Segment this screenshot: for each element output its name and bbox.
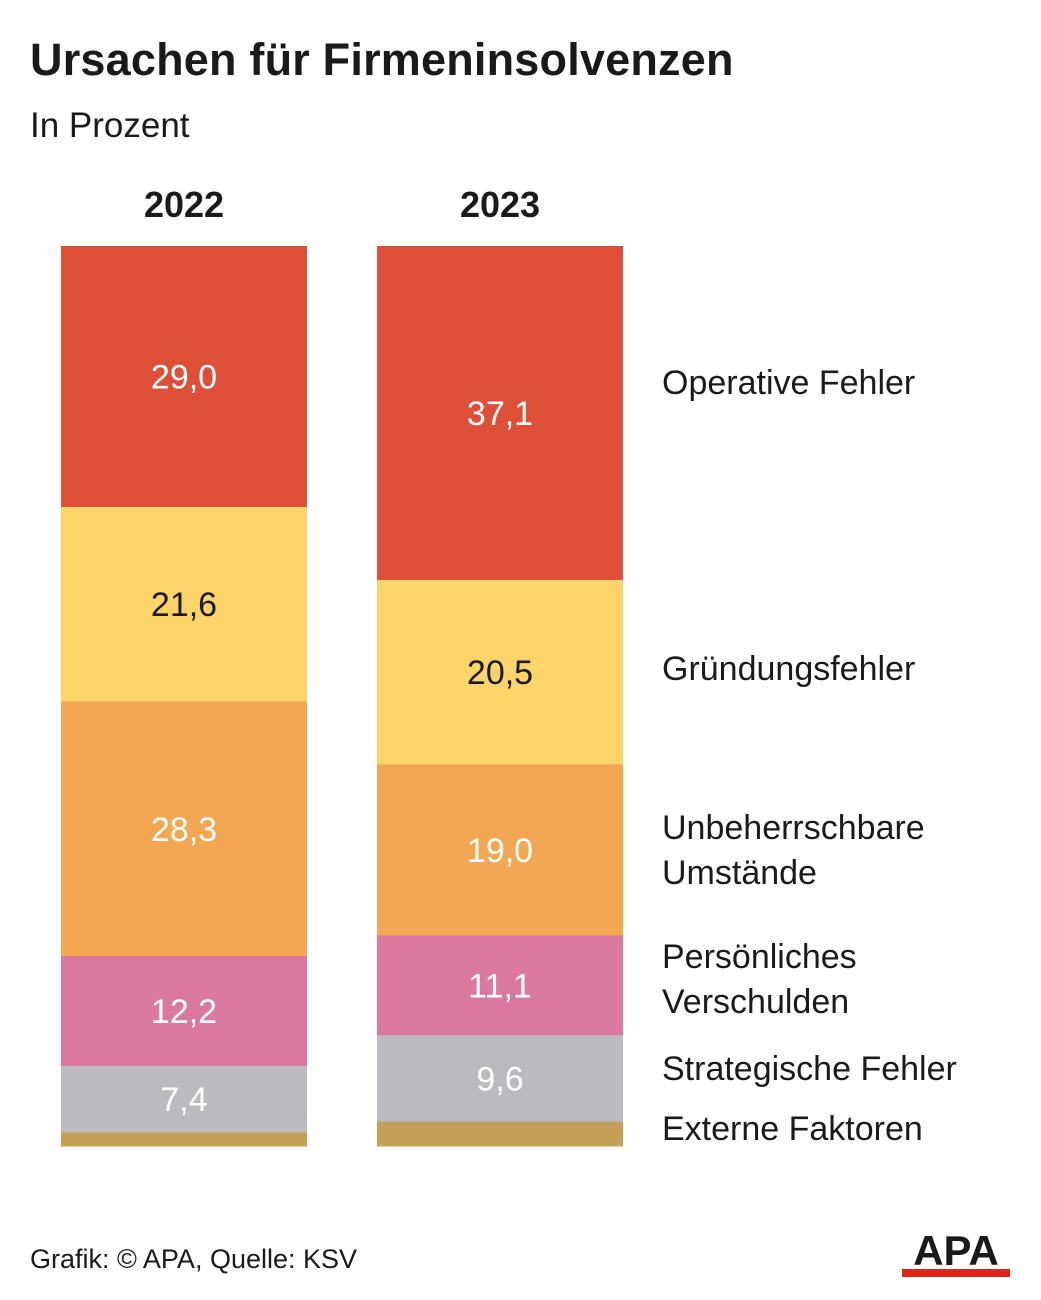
bar-segment-2022-externe-faktoren	[61, 1132, 307, 1147]
data-label-2023-operative-fehler: 37,1	[467, 395, 533, 433]
data-label-2022-gr-ndungsfehler: 21,6	[151, 586, 217, 624]
bar-segment-2023-operative-fehler	[377, 246, 623, 581]
bar-segment-2023-pers-nliches-verschulden	[377, 935, 623, 1036]
data-label-2023-gr-ndungsfehler: 20,5	[467, 654, 533, 692]
bar-segment-2023-strategische-fehler	[377, 1035, 623, 1123]
data-label-2022-operative-fehler: 29,0	[151, 359, 217, 397]
svg-text:APA: APA	[913, 1228, 999, 1274]
column-header-2022: 2022	[143, 184, 225, 225]
chart-title: Ursachen für Firmeninsolvenzen	[30, 34, 734, 85]
bar-segment-2022-pers-nliches-verschulden	[61, 956, 307, 1067]
legend-label-gruendungsfehler: Gründungsfehler	[662, 650, 916, 688]
data-label-2022-pers-nliches-verschulden: 12,2	[151, 993, 217, 1031]
data-label-2023-pers-nliches-verschulden: 11,1	[468, 967, 532, 1005]
source-credit: Grafik: © APA, Quelle: KSV	[30, 1244, 358, 1274]
legend-label-strategische-fehler: Strategische Fehler	[662, 1050, 957, 1088]
bar-segment-2022-unbeherrschbare-umst-nde	[61, 701, 307, 957]
apa-logo: APA	[902, 1228, 1010, 1277]
data-label-2023-strategische-fehler: 9,6	[476, 1061, 523, 1099]
bar-segment-2023-externe-faktoren	[377, 1121, 623, 1147]
legend-label-persoenliches-verschulden: Persönliches Verschulden	[662, 938, 857, 1021]
column-header-2023: 2023	[459, 184, 541, 225]
bar-segment-2022-gr-ndungsfehler	[61, 507, 307, 702]
data-label-2022-unbeherrschbare-umst-nde: 28,3	[151, 811, 217, 849]
bar-segment-2023-unbeherrschbare-umst-nde	[377, 764, 623, 936]
legend-label-unbeherrschbare-umstaende: Unbeherrschbare Umstände	[662, 809, 925, 892]
data-label-2022-strategische-fehler: 7,4	[160, 1081, 207, 1119]
legend-label-operative-fehler: Operative Fehler	[662, 364, 916, 402]
data-label-2023-unbeherrschbare-umst-nde: 19,0	[467, 832, 533, 870]
bar-segment-2022-strategische-fehler	[61, 1065, 307, 1133]
bar-segment-2023-gr-ndungsfehler	[377, 579, 623, 765]
chart-subtitle: In Prozent	[30, 106, 190, 145]
bar-segment-2022-operative-fehler	[61, 246, 307, 508]
legend-label-externe-faktoren: Externe Faktoren	[662, 1110, 923, 1148]
